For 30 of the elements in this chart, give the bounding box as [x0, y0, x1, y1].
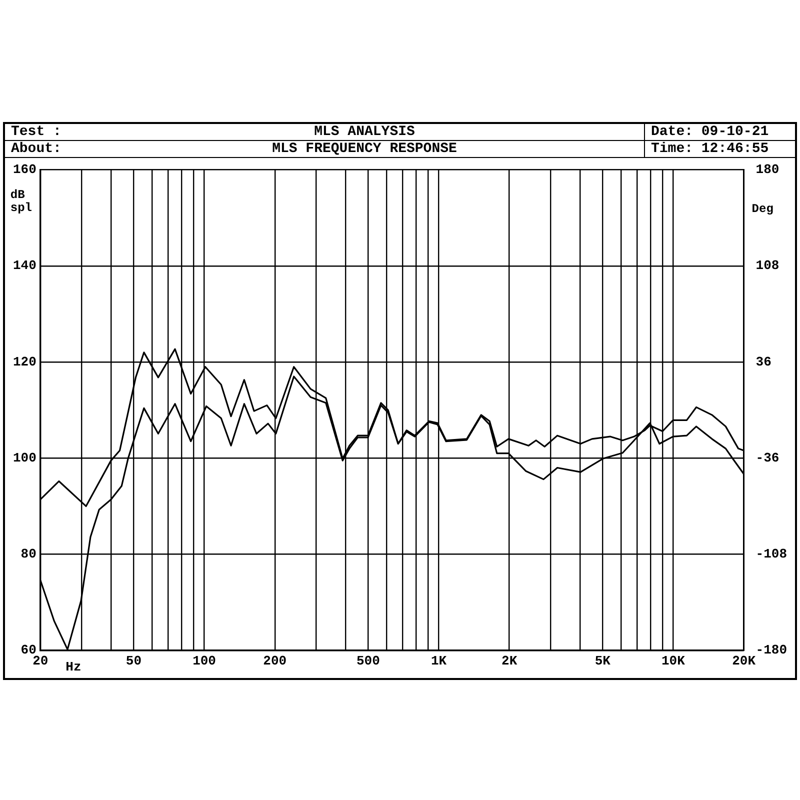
chart-subtitle: MLS FREQUENCY RESPONSE: [271, 141, 458, 157]
y2-tick-label: -36: [756, 450, 780, 466]
x-axis-title: Hz: [66, 659, 82, 674]
y2-tick-label: 108: [756, 258, 780, 274]
x-tick-label: 20K: [732, 653, 756, 668]
text: Time: 12:46:55: [650, 141, 770, 157]
y-axis-title: dB spl: [10, 188, 32, 215]
y2-tick-label: -108: [756, 546, 788, 562]
x-tick-label: 1K: [430, 653, 447, 668]
x-tick-label: 50: [126, 653, 142, 668]
x-tick-label: 20: [32, 653, 48, 668]
y2-tick-label: 36: [756, 354, 772, 370]
y-tick-label: 160: [13, 162, 37, 178]
y-tick-label: 120: [13, 354, 37, 370]
x-tick-label: 10K: [662, 653, 686, 668]
y2-tick-label: 180: [756, 162, 780, 178]
x-tick-label: 2K: [502, 653, 518, 668]
text: Test :: [11, 124, 62, 140]
x-tick-label: 100: [192, 653, 216, 668]
x-tick-label: 500: [356, 653, 380, 668]
text: Date: 09-10-21: [645, 124, 795, 141]
x-tick-label: 5K: [594, 653, 611, 668]
y-tick-label: 80: [20, 546, 37, 562]
y2-tick-label: -180: [756, 642, 788, 658]
text: About:: [11, 141, 62, 157]
y-tick-label: 140: [13, 258, 37, 274]
x-tick-label: 200: [263, 653, 287, 668]
chart-title: MLS ANALYSIS: [313, 124, 416, 140]
y-tick-label: 100: [13, 450, 37, 466]
y2-axis-title: Deg: [752, 202, 774, 216]
